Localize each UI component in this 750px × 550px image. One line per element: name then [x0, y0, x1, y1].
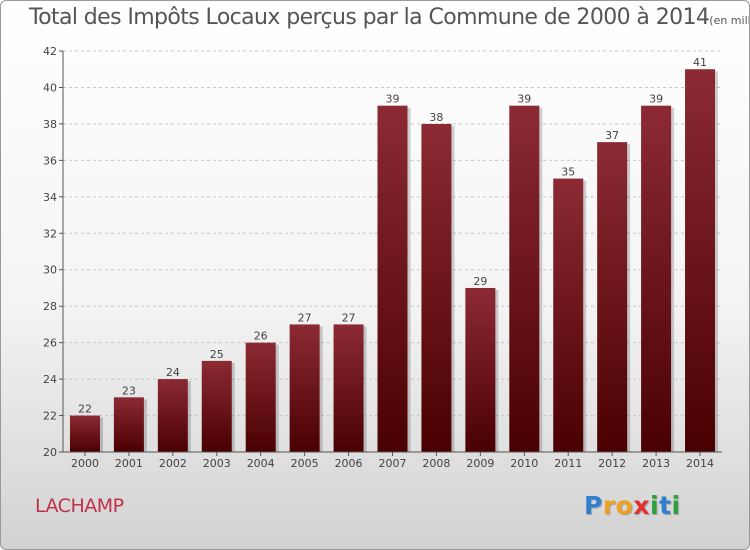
bar — [553, 178, 584, 452]
bar — [641, 105, 672, 452]
bar-value-label: 39 — [517, 93, 531, 106]
bar-value-label: 37 — [605, 129, 619, 142]
y-tick-label: 20 — [43, 446, 57, 459]
x-tick-label: 2013 — [642, 457, 670, 470]
x-tick-label: 2000 — [71, 457, 99, 470]
bar-value-label: 41 — [693, 56, 707, 69]
axes: 20 22 24 26 28 30 32 34 36 38 40 42 2000 2001 2002 2003… — [43, 45, 722, 470]
bar-value-label: 23 — [122, 384, 136, 397]
y-tick-label: 30 — [43, 264, 57, 277]
bar-value-label: 38 — [429, 111, 443, 124]
bar-value-label: 29 — [473, 275, 487, 288]
y-tick-label: 32 — [43, 227, 57, 240]
bar-value-label: 39 — [386, 93, 400, 106]
x-tick-label: 2012 — [598, 457, 626, 470]
bar-value-label: 35 — [561, 166, 575, 179]
bar-value-label: 25 — [210, 348, 224, 361]
y-tick-label: 42 — [43, 45, 57, 58]
y-tick-label: 34 — [43, 191, 57, 204]
x-tick-label: 2010 — [510, 457, 538, 470]
bar-value-label: 39 — [649, 93, 663, 106]
bar-value-label: 27 — [298, 311, 312, 324]
logo-letter: t — [659, 491, 672, 520]
bar — [333, 324, 364, 452]
logo-letter: i — [650, 491, 660, 520]
logo-letter: P — [584, 491, 603, 520]
logo-letter: r — [602, 491, 616, 520]
bar — [597, 142, 628, 453]
logo-letter: x — [633, 491, 650, 520]
x-tick-label: 2008 — [422, 457, 450, 470]
bar — [377, 105, 408, 452]
bars: 22 23 24 25 26 27 27 39 38 29 39 35 37 39 41 — [69, 56, 719, 453]
y-tick-label: 24 — [43, 373, 57, 386]
bar-value-label: 26 — [254, 330, 268, 343]
x-tick-label: 2005 — [291, 457, 319, 470]
x-tick-label: 2003 — [203, 457, 231, 470]
x-tick-label: 2009 — [466, 457, 494, 470]
x-tick-label: 2002 — [159, 457, 187, 470]
bar — [685, 69, 716, 453]
bar — [289, 324, 320, 452]
chart-title: Total des Impôts Locaux perçus par la Co… — [29, 5, 750, 30]
bar-value-label: 24 — [166, 366, 180, 379]
y-tick-label: 40 — [43, 81, 57, 94]
bar — [201, 360, 232, 452]
x-tick-label: 2007 — [379, 457, 407, 470]
chart-subtitle: (en milliers d'€) — [709, 14, 750, 27]
bar — [465, 287, 496, 452]
x-tick-label: 2006 — [335, 457, 363, 470]
y-tick-label: 38 — [43, 118, 57, 131]
y-tick-label: 22 — [43, 410, 57, 423]
commune-name: LACHAMP — [35, 495, 124, 517]
proxiti-logo: Proxiti — [584, 491, 681, 520]
x-tick-label: 2014 — [686, 457, 714, 470]
bar — [245, 342, 276, 452]
bar — [113, 397, 144, 452]
x-tick-label: 2011 — [554, 457, 582, 470]
bar-value-label: 22 — [78, 403, 92, 416]
bar — [509, 105, 540, 452]
logo-letter: i — [671, 491, 681, 520]
x-tick-label: 2004 — [247, 457, 275, 470]
chart-title-text: Total des Impôts Locaux perçus par la Co… — [29, 5, 710, 30]
y-tick-label: 28 — [43, 300, 57, 313]
bar — [69, 415, 100, 452]
y-tick-label: 26 — [43, 337, 57, 350]
logo-letter: o — [615, 491, 634, 520]
bar — [157, 379, 188, 452]
bar-value-label: 27 — [342, 311, 356, 324]
y-tick-label: 36 — [43, 154, 57, 167]
x-tick-label: 2001 — [115, 457, 143, 470]
bar — [421, 123, 452, 452]
